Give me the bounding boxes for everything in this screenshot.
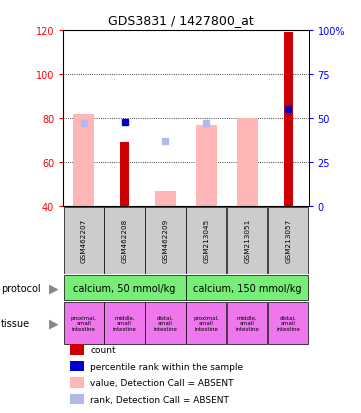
Text: distal,
small
intestine: distal, small intestine [276,315,300,332]
Bar [186,207,226,274]
Bar [227,302,268,344]
Text: GSM462207: GSM462207 [81,218,87,263]
Bar [64,276,186,300]
Text: GSM462209: GSM462209 [162,218,169,263]
Bar [227,207,268,274]
Text: protocol: protocol [1,283,40,293]
Text: calcium, 50 mmol/kg: calcium, 50 mmol/kg [73,283,176,293]
Text: distal,
small
intestine: distal, small intestine [153,315,177,332]
Bar [284,33,293,206]
Text: value, Detection Call = ABSENT: value, Detection Call = ABSENT [90,378,234,387]
Bar [268,302,308,344]
Bar [268,207,308,274]
Text: ▶: ▶ [49,317,58,330]
Bar [145,207,186,274]
Bar [155,191,176,206]
Bar [186,302,226,344]
Bar [73,114,94,206]
Text: tissue: tissue [1,318,30,328]
Text: middle,
small
intestine: middle, small intestine [235,315,259,332]
Text: middle,
small
intestine: middle, small intestine [113,315,136,332]
Bar [104,302,145,344]
Text: ▶: ▶ [49,282,58,294]
Bar [104,207,145,274]
Text: proximal,
small
intestine: proximal, small intestine [193,315,219,332]
Text: proximal,
small
intestine: proximal, small intestine [71,315,97,332]
Text: calcium, 150 mmol/kg: calcium, 150 mmol/kg [193,283,301,293]
Text: percentile rank within the sample: percentile rank within the sample [90,362,243,371]
Text: GSM213057: GSM213057 [285,218,291,263]
Bar [237,119,257,206]
Text: count: count [90,345,116,354]
Text: GSM213051: GSM213051 [244,218,250,263]
Bar [186,276,308,300]
Text: GSM213045: GSM213045 [203,218,209,263]
Bar [196,125,217,206]
Text: GSM462208: GSM462208 [122,218,127,263]
Bar [120,143,129,206]
Bar [145,302,186,344]
Bar [64,302,104,344]
Text: GDS3831 / 1427800_at: GDS3831 / 1427800_at [108,14,253,27]
Bar [64,207,104,274]
Text: rank, Detection Call = ABSENT: rank, Detection Call = ABSENT [90,395,229,404]
